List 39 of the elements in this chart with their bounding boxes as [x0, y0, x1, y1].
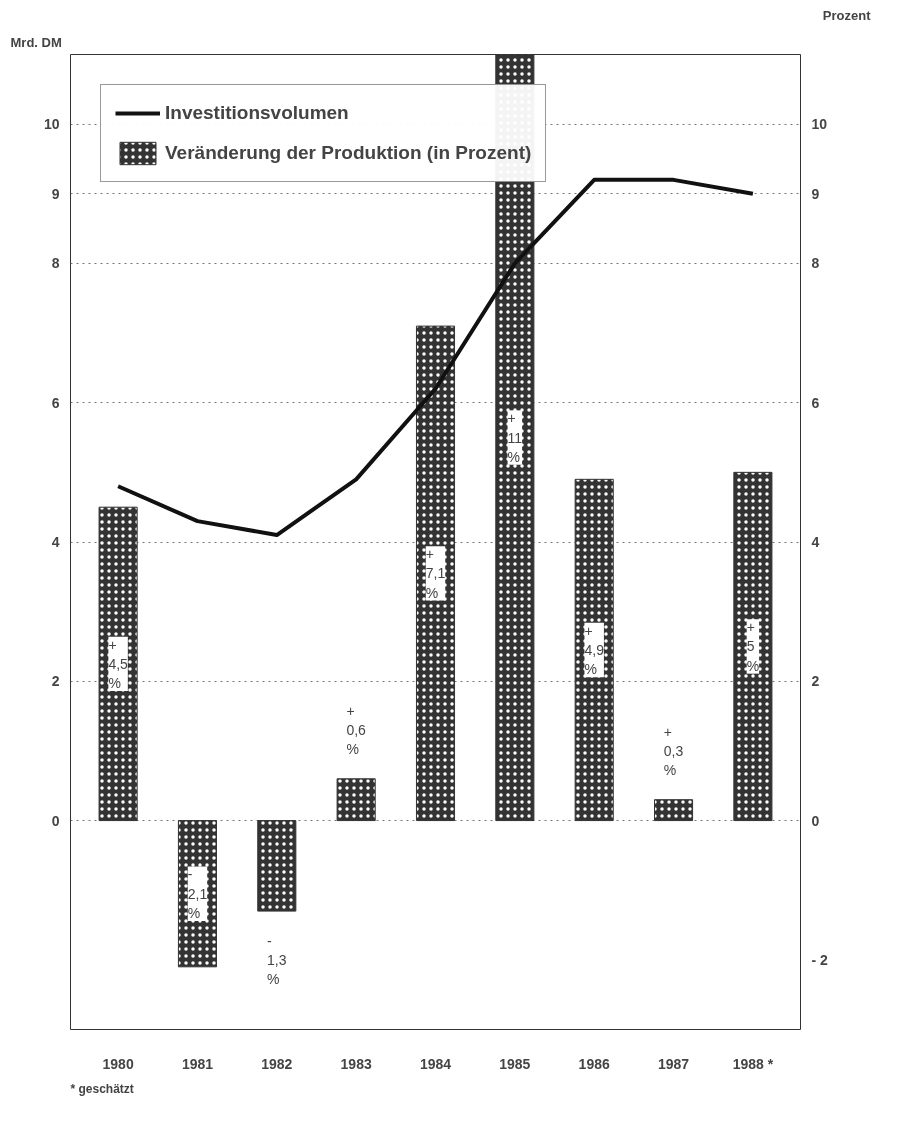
x-tick-label: 1981	[181, 1055, 214, 1072]
x-tick-label: 1984	[419, 1055, 452, 1072]
y2-tick-label: 0	[811, 812, 820, 829]
y-tick-label: 6	[51, 394, 60, 411]
y-tick-label: 2	[51, 673, 60, 690]
line-series	[116, 177, 755, 538]
data-label: - 1,3 %	[267, 932, 287, 988]
y2-tick-label: 10	[811, 116, 828, 133]
y-tick-label: 4	[51, 534, 60, 550]
x-tick-label: 1987	[657, 1055, 690, 1072]
text: * geschätzt	[70, 1081, 134, 1096]
data-label: + 4,9 %	[584, 622, 605, 678]
x-tick-label: 1986	[578, 1055, 610, 1072]
data-label: + 4,5 %	[108, 636, 129, 692]
y-tick-label: 0	[51, 812, 60, 829]
y2-tick-label: 8	[811, 255, 820, 272]
x-tick-label: 1983	[340, 1055, 372, 1072]
legend-label: Veränderung der Produktion (in Prozent)	[165, 142, 532, 164]
y2-tick-label: - 2	[811, 951, 829, 968]
y-axis-title: Mrd. DM	[10, 34, 62, 50]
data-label: + 5 %	[746, 619, 760, 674]
x-tick-label: 1982	[261, 1055, 293, 1072]
y2-axis-title: Prozent	[822, 7, 872, 23]
y-tick-label: 9	[51, 185, 60, 202]
y-tick-label: 8	[51, 255, 60, 272]
data-label: + 11 %	[507, 410, 523, 465]
y-tick-label: 10	[43, 116, 60, 133]
x-tick-label: 1980	[102, 1055, 134, 1072]
y2-tick-label: 6	[811, 394, 820, 411]
data-label: + 0,3 %	[663, 723, 684, 779]
y2-tick-label: 2	[811, 673, 820, 690]
data-label: - 2,1 %	[187, 866, 208, 921]
data-label: + 7,1 %	[425, 546, 446, 601]
data-label: + 0,6 %	[346, 702, 367, 758]
y2-tick-label: 4	[811, 534, 820, 550]
x-tick-label: 1985	[499, 1055, 531, 1072]
legend-label: Investitionsvolumen	[165, 102, 349, 124]
y2-tick-label: 9	[811, 185, 820, 202]
x-tick-label: 1988 *	[732, 1055, 774, 1072]
